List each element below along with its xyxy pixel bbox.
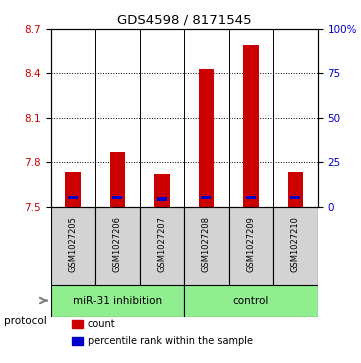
Text: miR-31 inhibition: miR-31 inhibition (73, 295, 162, 306)
Bar (246, 196, 256, 199)
Text: count: count (88, 319, 116, 329)
Bar (243, 45, 259, 207)
Text: GSM1027210: GSM1027210 (291, 216, 300, 272)
Bar (157, 197, 167, 201)
Title: GDS4598 / 8171545: GDS4598 / 8171545 (117, 13, 251, 26)
FancyBboxPatch shape (95, 207, 140, 285)
Bar (201, 196, 212, 199)
Text: GSM1027207: GSM1027207 (157, 216, 166, 272)
Bar (72, 337, 83, 345)
Text: protocol: protocol (4, 316, 46, 326)
FancyBboxPatch shape (184, 285, 318, 317)
Bar (112, 196, 122, 199)
FancyBboxPatch shape (51, 207, 95, 285)
Bar (109, 152, 125, 207)
FancyBboxPatch shape (51, 285, 184, 317)
Bar (68, 196, 78, 199)
FancyBboxPatch shape (140, 207, 184, 285)
FancyBboxPatch shape (273, 207, 318, 285)
Text: control: control (233, 295, 269, 306)
FancyBboxPatch shape (184, 207, 229, 285)
FancyBboxPatch shape (229, 207, 273, 285)
Bar (199, 69, 214, 207)
Bar (154, 174, 170, 207)
Text: GSM1027205: GSM1027205 (68, 216, 77, 272)
Bar (72, 320, 83, 328)
Bar (290, 196, 300, 199)
Bar (65, 172, 81, 207)
Text: GSM1027209: GSM1027209 (247, 216, 255, 272)
Text: percentile rank within the sample: percentile rank within the sample (88, 337, 253, 346)
Text: GSM1027208: GSM1027208 (202, 216, 211, 272)
Text: GSM1027206: GSM1027206 (113, 216, 122, 272)
Bar (288, 172, 303, 207)
